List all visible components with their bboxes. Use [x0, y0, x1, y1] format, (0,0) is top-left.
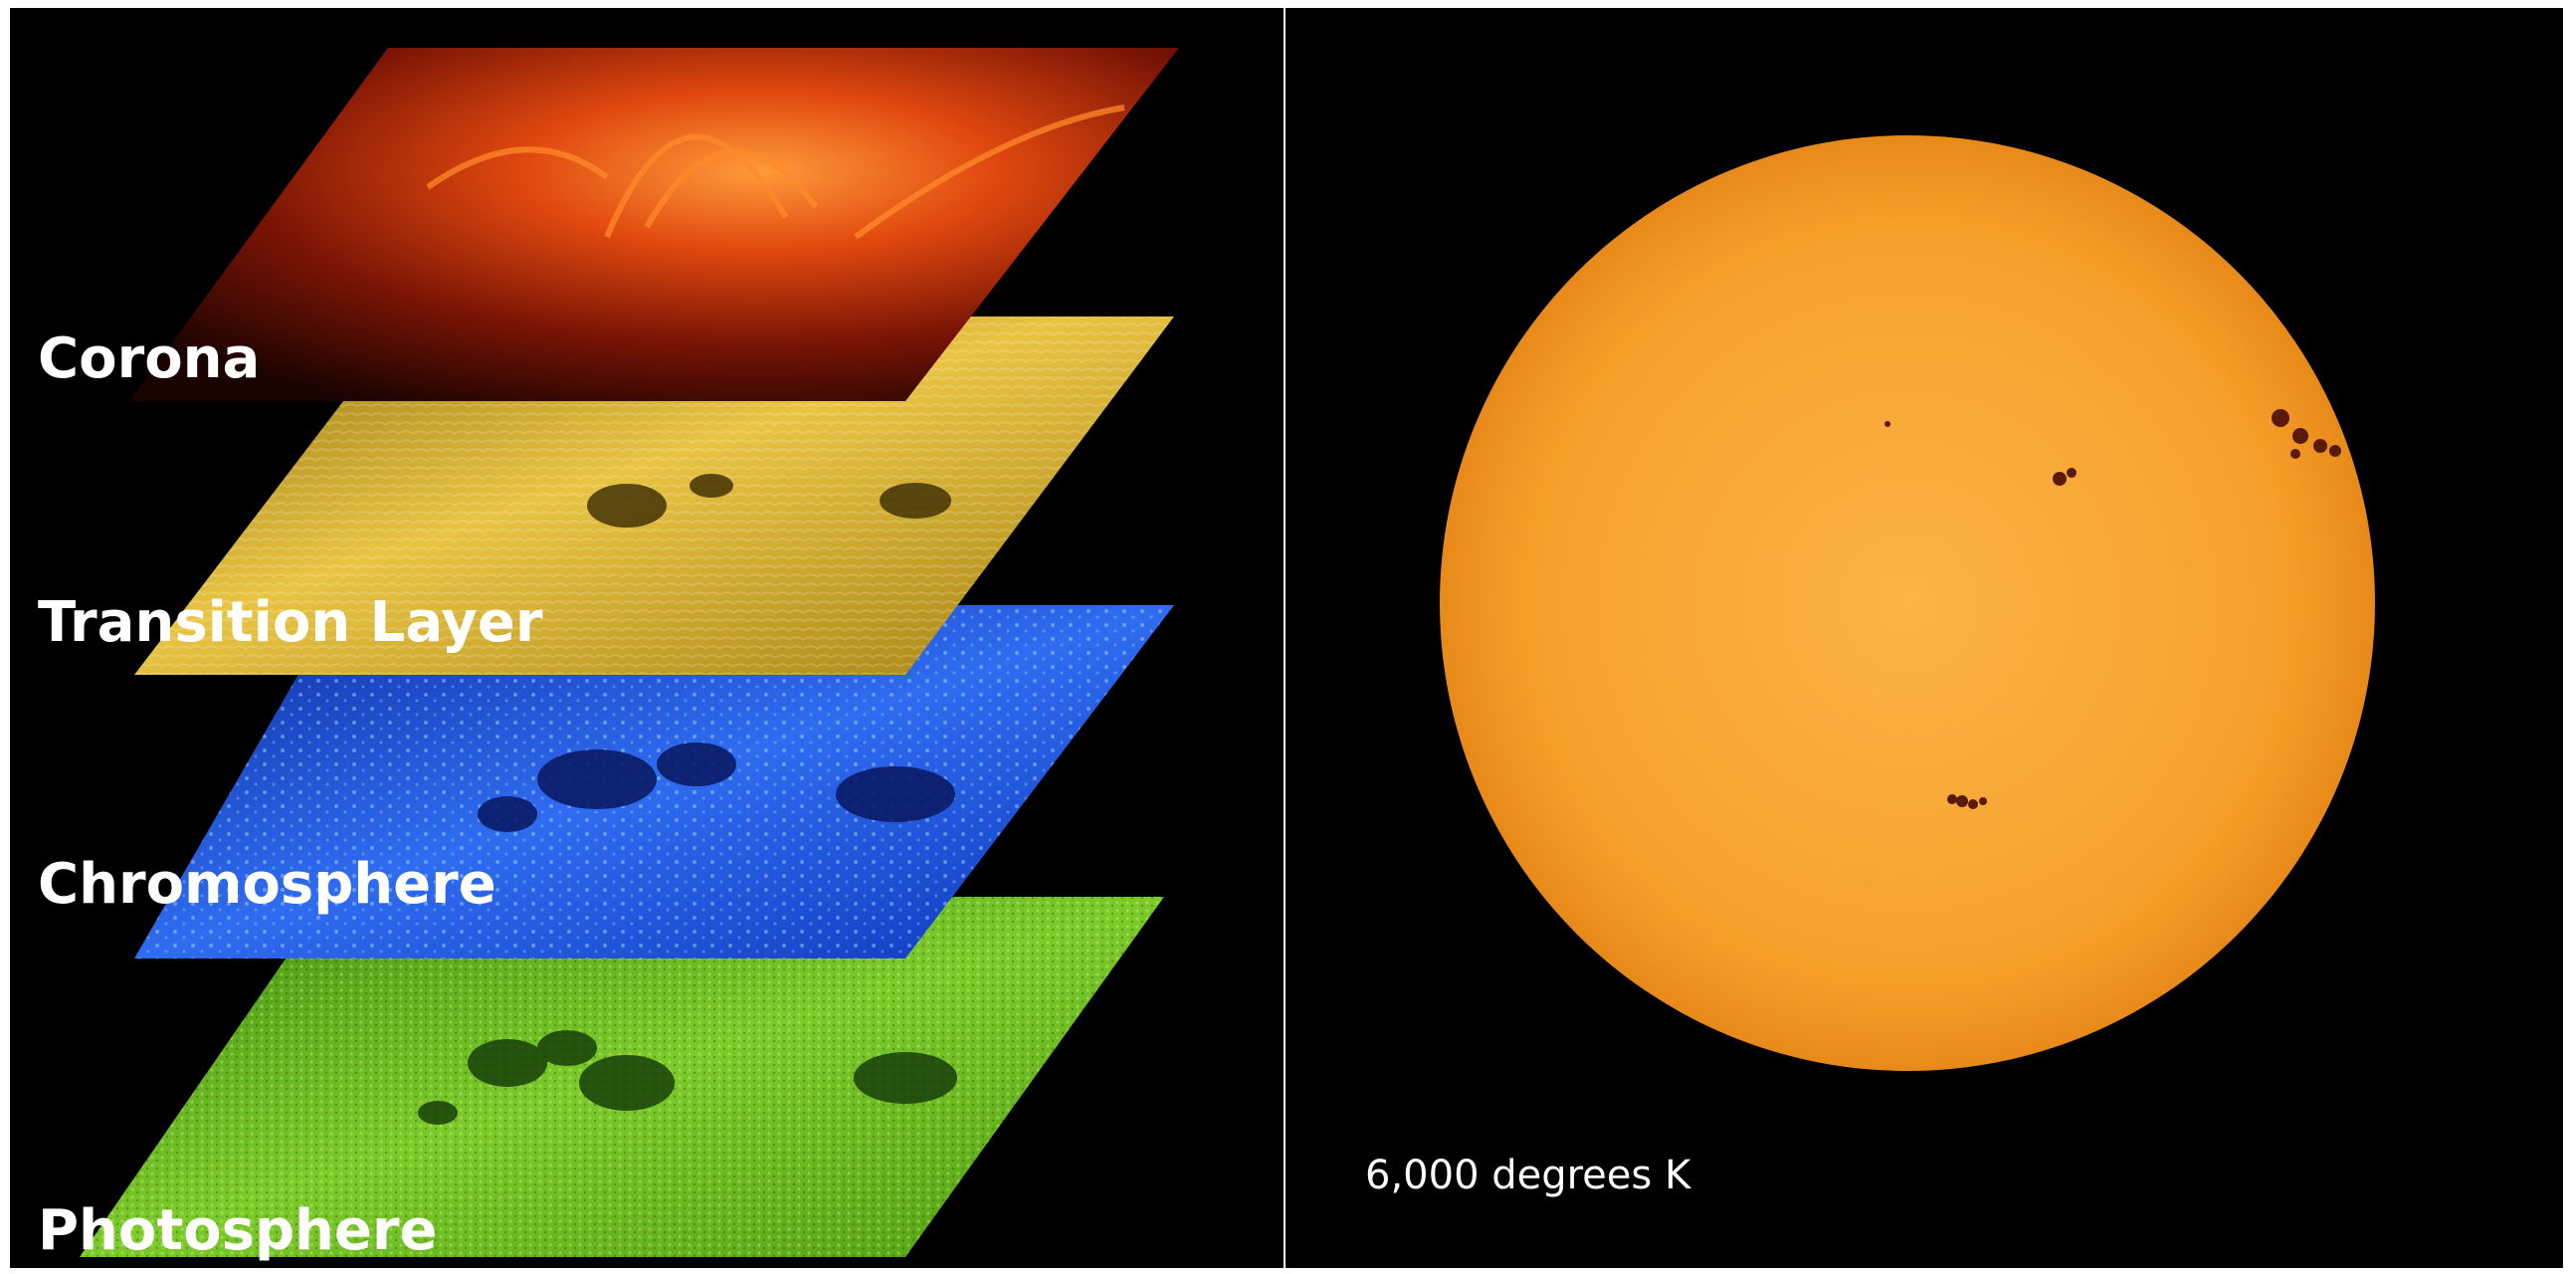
label-corona: Corona [38, 326, 261, 391]
label-transition-layer: Transition Layer [38, 590, 543, 655]
temperature-label: 6,000 degrees K [1365, 1153, 1691, 1198]
layer-stack-graphic [80, 48, 1179, 1257]
photosphere-layer [80, 897, 1164, 1257]
transition-layer-sunspots [587, 474, 951, 528]
transition-layer [134, 317, 1174, 675]
chromosphere-layer [134, 605, 1174, 958]
label-chromosphere: Chromosphere [38, 852, 496, 917]
layers-panel: Corona Transition Layer Chromosphere Pho… [10, 8, 1284, 1268]
corona-layer [129, 48, 1179, 401]
photosphere-sunspots [418, 1030, 957, 1125]
chromosphere-sunspots [478, 743, 955, 832]
sun-graphic [1440, 135, 2375, 1071]
corona-loops [426, 105, 1125, 240]
sun-panel: 6,000 degrees K [1286, 8, 2563, 1268]
sun-sunspots [1884, 409, 2341, 809]
sun-disk [1440, 135, 2375, 1071]
label-photosphere: Photosphere [38, 1198, 438, 1263]
